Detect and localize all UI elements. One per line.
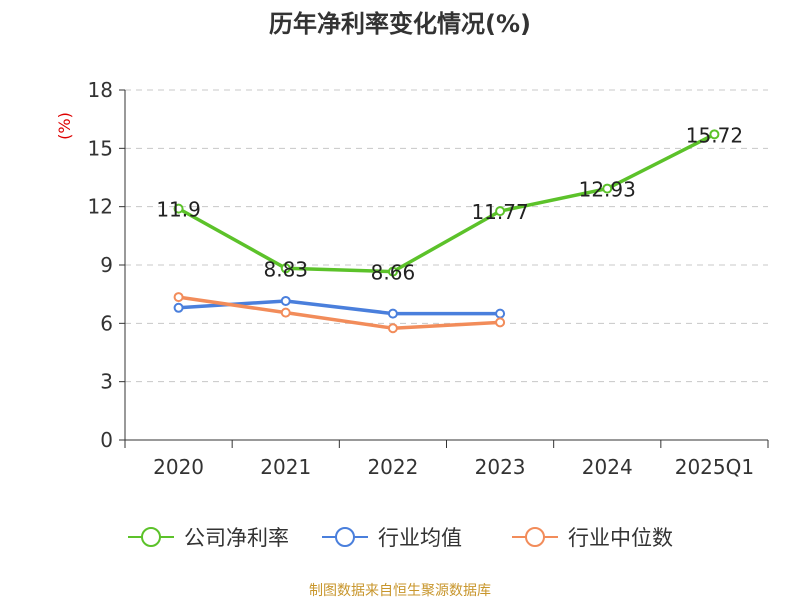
legend-label: 行业中位数 — [568, 526, 673, 550]
grid — [125, 89, 768, 383]
data-point — [709, 129, 720, 140]
data-point — [280, 307, 291, 318]
y-tick-label: 18 — [88, 78, 113, 102]
legend-label: 公司净利率 — [184, 526, 289, 550]
legend-marker — [525, 527, 545, 547]
x-tick-label: 2020 — [153, 455, 204, 479]
axes: 0 3 6 9 12 15 18 2020 2021 2022 2023 2024 2025Q1 — [88, 78, 769, 479]
data-label: 11.9 — [156, 198, 201, 222]
y-tick-label: 12 — [88, 195, 113, 219]
data-label: 12.93 — [579, 178, 636, 202]
series-line-0 — [177, 132, 716, 274]
data-point — [387, 266, 398, 277]
data-point — [173, 203, 184, 214]
y-tick-label: 0 — [100, 428, 113, 452]
data-point — [387, 323, 398, 334]
chart-title: 历年净利率变化情况(%) — [269, 10, 531, 38]
data-point — [387, 308, 398, 319]
y-tick-label: 9 — [100, 253, 113, 277]
y-tick-label: 3 — [100, 370, 113, 394]
source-note: 制图数据来自恒生聚源数据库 — [309, 583, 491, 599]
data-point — [173, 292, 184, 303]
x-tick-label: 2021 — [260, 455, 311, 479]
data-label: 8.83 — [263, 257, 308, 281]
data-label: 15.72 — [686, 123, 743, 147]
legend-marker — [141, 527, 161, 547]
x-tick-label: 2024 — [582, 455, 633, 479]
series-line-2 — [178, 295, 501, 330]
x-tick-label: 2025Q1 — [675, 455, 754, 479]
legend: 公司净利率 行业均值 行业中位数 — [128, 526, 673, 550]
data-point — [495, 206, 506, 217]
y-axis-label: (%) — [55, 112, 74, 140]
x-tick-label: 2023 — [475, 455, 526, 479]
legend-label: 行业均值 — [378, 526, 462, 550]
data-label: 11.77 — [471, 200, 528, 224]
data-point — [280, 263, 291, 274]
data-point — [173, 302, 184, 313]
legend-marker — [335, 527, 355, 547]
data-point — [495, 317, 506, 328]
y-tick-label: 6 — [100, 311, 113, 335]
y-tick-label: 15 — [88, 136, 113, 160]
x-tick-label: 2022 — [367, 455, 418, 479]
data-point — [495, 308, 506, 319]
data-label: 8.66 — [371, 261, 416, 285]
data-labels: 11.9 8.83 8.66 11.77 12.93 15.72 — [156, 123, 743, 284]
data-point — [602, 183, 613, 194]
data-point — [280, 295, 291, 306]
series-group — [173, 129, 720, 334]
